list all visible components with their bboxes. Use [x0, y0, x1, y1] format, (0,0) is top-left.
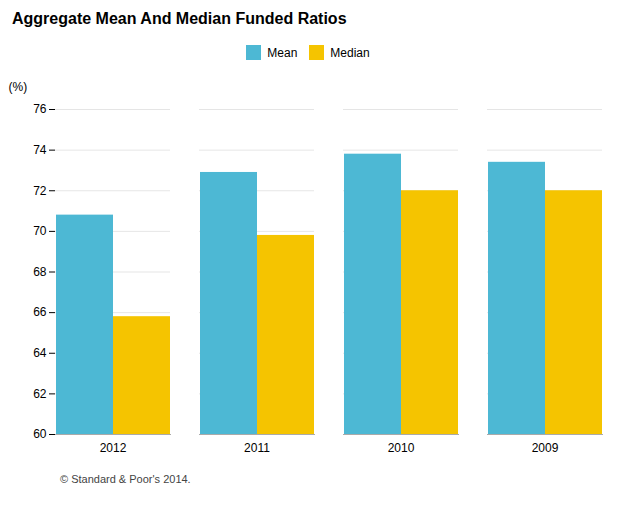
html-text:© Standard & Poor's 2014.: © Standard & Poor's 2014. — [60, 473, 191, 485]
html-text:Median: Median — [330, 45, 370, 60]
svg-text:2010: 2010 — [388, 441, 415, 455]
svg-text:76: 76 — [33, 102, 47, 116]
svg-text:2009: 2009 — [532, 441, 559, 455]
svg-text:66: 66 — [33, 305, 47, 319]
svg-text:68: 68 — [33, 265, 47, 279]
svg-text:62: 62 — [33, 387, 47, 401]
svg-text:(%): (%) — [9, 80, 28, 94]
html-text:Mean: Mean — [267, 45, 298, 60]
svg-text:70: 70 — [33, 224, 47, 238]
svg-text:2012: 2012 — [100, 441, 127, 455]
svg-text:74: 74 — [33, 143, 47, 157]
svg-text:2011: 2011 — [244, 441, 270, 455]
svg-text:64: 64 — [33, 346, 47, 360]
html-text:Aggregate Mean And Median Fund: Aggregate Mean And Median Funded Ratios — [12, 10, 347, 27]
svg-text:60: 60 — [33, 427, 47, 441]
svg-text:72: 72 — [33, 184, 47, 198]
